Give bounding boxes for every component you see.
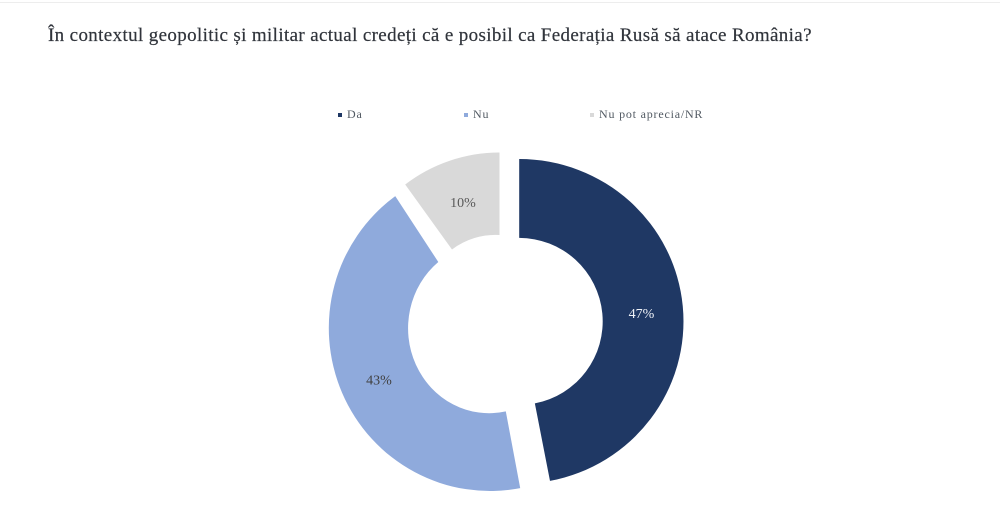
svg-text:10%: 10%	[450, 196, 476, 211]
svg-text:43%: 43%	[366, 374, 392, 389]
svg-text:47%: 47%	[629, 307, 655, 322]
